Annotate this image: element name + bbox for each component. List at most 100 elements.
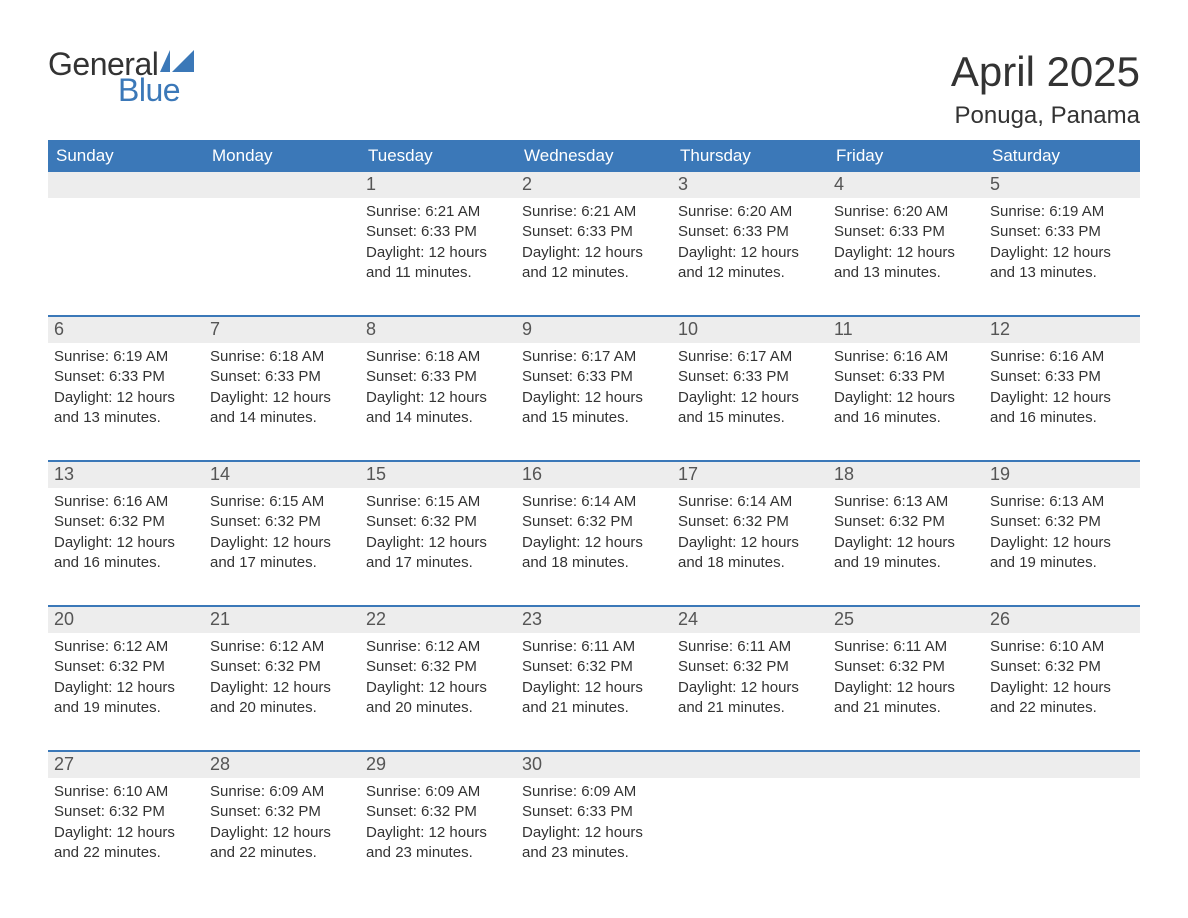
sunset-text: Sunset: 6:33 PM xyxy=(522,367,666,387)
day-details: Sunrise: 6:14 AMSunset: 6:32 PMDaylight:… xyxy=(672,488,828,595)
day-cell: 24Sunrise: 6:11 AMSunset: 6:32 PMDayligh… xyxy=(672,607,828,740)
daylight1-text: Daylight: 12 hours xyxy=(54,678,198,698)
day-number: 29 xyxy=(360,752,516,778)
day-cell: 20Sunrise: 6:12 AMSunset: 6:32 PMDayligh… xyxy=(48,607,204,740)
calendar-page: General Blue April 2025 Ponuga, Panama S… xyxy=(0,0,1188,885)
day-details: Sunrise: 6:09 AMSunset: 6:33 PMDaylight:… xyxy=(516,778,672,885)
daylight1-text: Daylight: 12 hours xyxy=(990,388,1134,408)
sunrise-text: Sunrise: 6:14 AM xyxy=(678,492,822,512)
day-header-friday: Friday xyxy=(828,140,984,172)
day-number: 7 xyxy=(204,317,360,343)
daylight2-text: and 21 minutes. xyxy=(834,698,978,718)
week-row: 13Sunrise: 6:16 AMSunset: 6:32 PMDayligh… xyxy=(48,460,1140,595)
day-details: Sunrise: 6:18 AMSunset: 6:33 PMDaylight:… xyxy=(204,343,360,450)
logo: General Blue xyxy=(48,48,194,106)
sunset-text: Sunset: 6:33 PM xyxy=(522,222,666,242)
day-details: Sunrise: 6:15 AMSunset: 6:32 PMDaylight:… xyxy=(204,488,360,595)
day-number: 25 xyxy=(828,607,984,633)
day-cell: 26Sunrise: 6:10 AMSunset: 6:32 PMDayligh… xyxy=(984,607,1140,740)
sunrise-text: Sunrise: 6:20 AM xyxy=(834,202,978,222)
sunrise-text: Sunrise: 6:11 AM xyxy=(834,637,978,657)
daylight1-text: Daylight: 12 hours xyxy=(522,823,666,843)
week-row: 27Sunrise: 6:10 AMSunset: 6:32 PMDayligh… xyxy=(48,750,1140,885)
day-cell xyxy=(204,172,360,305)
daylight1-text: Daylight: 12 hours xyxy=(834,678,978,698)
daylight2-text: and 19 minutes. xyxy=(990,553,1134,573)
day-number: 23 xyxy=(516,607,672,633)
day-cell: 18Sunrise: 6:13 AMSunset: 6:32 PMDayligh… xyxy=(828,462,984,595)
header-row: General Blue April 2025 Ponuga, Panama xyxy=(48,48,1140,130)
day-number: 6 xyxy=(48,317,204,343)
week-row: 1Sunrise: 6:21 AMSunset: 6:33 PMDaylight… xyxy=(48,172,1140,305)
sunset-text: Sunset: 6:32 PM xyxy=(54,512,198,532)
sunset-text: Sunset: 6:32 PM xyxy=(990,512,1134,532)
day-cell: 9Sunrise: 6:17 AMSunset: 6:33 PMDaylight… xyxy=(516,317,672,450)
day-number: 11 xyxy=(828,317,984,343)
sunrise-text: Sunrise: 6:10 AM xyxy=(54,782,198,802)
daylight1-text: Daylight: 12 hours xyxy=(54,388,198,408)
title-block: April 2025 Ponuga, Panama xyxy=(951,48,1140,130)
sunset-text: Sunset: 6:32 PM xyxy=(366,512,510,532)
daylight1-text: Daylight: 12 hours xyxy=(54,823,198,843)
sunrise-text: Sunrise: 6:17 AM xyxy=(522,347,666,367)
sunset-text: Sunset: 6:32 PM xyxy=(210,657,354,677)
day-details xyxy=(984,778,1140,804)
daylight2-text: and 17 minutes. xyxy=(366,553,510,573)
daylight1-text: Daylight: 12 hours xyxy=(522,533,666,553)
day-header-tuesday: Tuesday xyxy=(360,140,516,172)
daylight1-text: Daylight: 12 hours xyxy=(678,678,822,698)
day-header-saturday: Saturday xyxy=(984,140,1140,172)
daylight2-text: and 15 minutes. xyxy=(522,408,666,428)
day-cell xyxy=(672,752,828,885)
sunrise-text: Sunrise: 6:18 AM xyxy=(366,347,510,367)
sunset-text: Sunset: 6:32 PM xyxy=(678,512,822,532)
day-details: Sunrise: 6:09 AMSunset: 6:32 PMDaylight:… xyxy=(204,778,360,885)
day-details: Sunrise: 6:13 AMSunset: 6:32 PMDaylight:… xyxy=(984,488,1140,595)
day-cell: 8Sunrise: 6:18 AMSunset: 6:33 PMDaylight… xyxy=(360,317,516,450)
sunrise-text: Sunrise: 6:13 AM xyxy=(834,492,978,512)
day-details: Sunrise: 6:18 AMSunset: 6:33 PMDaylight:… xyxy=(360,343,516,450)
sunset-text: Sunset: 6:32 PM xyxy=(834,657,978,677)
sunrise-text: Sunrise: 6:09 AM xyxy=(210,782,354,802)
day-number: 22 xyxy=(360,607,516,633)
daylight1-text: Daylight: 12 hours xyxy=(522,678,666,698)
day-details: Sunrise: 6:09 AMSunset: 6:32 PMDaylight:… xyxy=(360,778,516,885)
day-number: 27 xyxy=(48,752,204,778)
sunset-text: Sunset: 6:33 PM xyxy=(522,802,666,822)
sunrise-text: Sunrise: 6:16 AM xyxy=(990,347,1134,367)
sunrise-text: Sunrise: 6:16 AM xyxy=(54,492,198,512)
day-cell: 1Sunrise: 6:21 AMSunset: 6:33 PMDaylight… xyxy=(360,172,516,305)
day-cell: 30Sunrise: 6:09 AMSunset: 6:33 PMDayligh… xyxy=(516,752,672,885)
daylight2-text: and 18 minutes. xyxy=(522,553,666,573)
daylight1-text: Daylight: 12 hours xyxy=(210,533,354,553)
day-number xyxy=(204,172,360,198)
daylight1-text: Daylight: 12 hours xyxy=(210,388,354,408)
day-details xyxy=(48,198,204,224)
sunrise-text: Sunrise: 6:12 AM xyxy=(366,637,510,657)
day-cell: 27Sunrise: 6:10 AMSunset: 6:32 PMDayligh… xyxy=(48,752,204,885)
day-number: 26 xyxy=(984,607,1140,633)
day-details: Sunrise: 6:12 AMSunset: 6:32 PMDaylight:… xyxy=(204,633,360,740)
sunset-text: Sunset: 6:32 PM xyxy=(366,657,510,677)
day-cell: 12Sunrise: 6:16 AMSunset: 6:33 PMDayligh… xyxy=(984,317,1140,450)
sunrise-text: Sunrise: 6:12 AM xyxy=(210,637,354,657)
day-cell: 5Sunrise: 6:19 AMSunset: 6:33 PMDaylight… xyxy=(984,172,1140,305)
day-details: Sunrise: 6:21 AMSunset: 6:33 PMDaylight:… xyxy=(516,198,672,305)
day-cell: 11Sunrise: 6:16 AMSunset: 6:33 PMDayligh… xyxy=(828,317,984,450)
daylight2-text: and 14 minutes. xyxy=(210,408,354,428)
day-number: 28 xyxy=(204,752,360,778)
week-row: 20Sunrise: 6:12 AMSunset: 6:32 PMDayligh… xyxy=(48,605,1140,740)
daylight2-text: and 17 minutes. xyxy=(210,553,354,573)
daylight2-text: and 13 minutes. xyxy=(54,408,198,428)
day-header-sunday: Sunday xyxy=(48,140,204,172)
daylight1-text: Daylight: 12 hours xyxy=(990,678,1134,698)
sunrise-text: Sunrise: 6:19 AM xyxy=(990,202,1134,222)
day-cell: 23Sunrise: 6:11 AMSunset: 6:32 PMDayligh… xyxy=(516,607,672,740)
daylight2-text: and 16 minutes. xyxy=(834,408,978,428)
sunset-text: Sunset: 6:32 PM xyxy=(990,657,1134,677)
day-cell: 16Sunrise: 6:14 AMSunset: 6:32 PMDayligh… xyxy=(516,462,672,595)
day-cell xyxy=(828,752,984,885)
day-details: Sunrise: 6:10 AMSunset: 6:32 PMDaylight:… xyxy=(984,633,1140,740)
daylight2-text: and 15 minutes. xyxy=(678,408,822,428)
day-cell: 28Sunrise: 6:09 AMSunset: 6:32 PMDayligh… xyxy=(204,752,360,885)
